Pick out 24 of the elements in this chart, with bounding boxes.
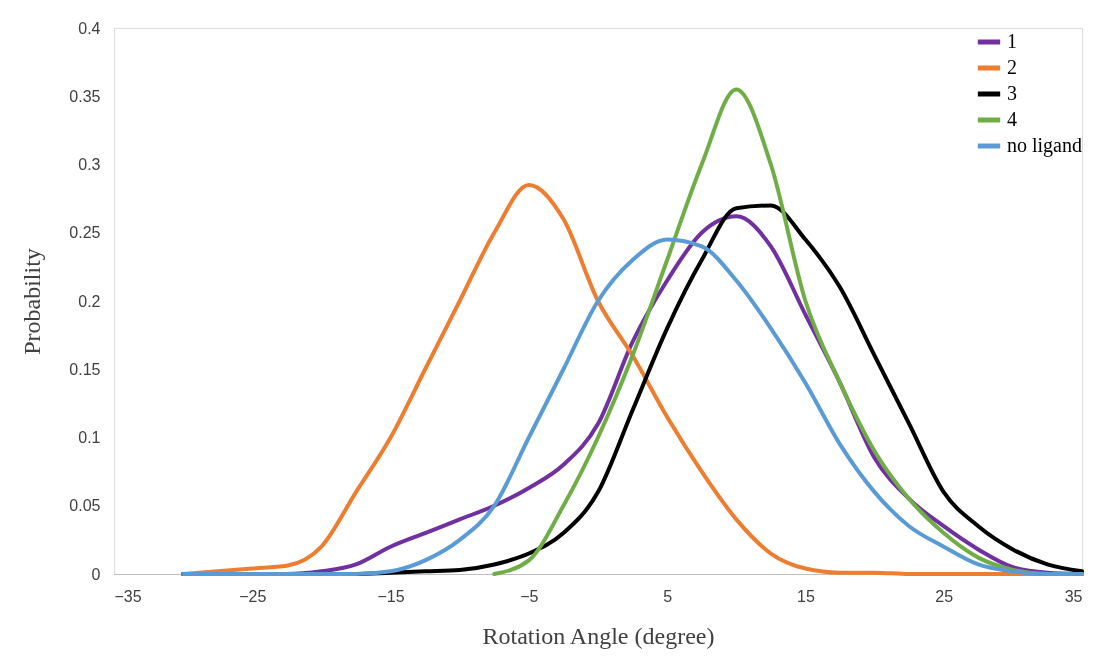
legend-label: 4 (1007, 108, 1017, 130)
legend-label: no ligand (1007, 134, 1082, 157)
x-axis-title: Rotation Angle (degree) (482, 622, 715, 649)
x-tick-label: −35 (114, 587, 142, 605)
x-tick-label: 25 (935, 587, 954, 605)
x-tick-label: 35 (1064, 587, 1083, 605)
y-tick-label: 0.3 (78, 156, 101, 173)
y-tick-label: 0.1 (78, 429, 101, 446)
y-tick-label: 0.4 (78, 19, 101, 37)
y-axis-title: Probability (19, 248, 46, 355)
y-tick-label: 0.35 (69, 87, 101, 105)
y-tick-label: 0 (91, 565, 101, 583)
y-tick-label: 0.2 (78, 292, 101, 310)
x-tick-label: 15 (797, 587, 815, 605)
x-tick-label: 5 (663, 587, 673, 605)
legend-label: 2 (1007, 56, 1017, 78)
y-tick-label: 0.15 (69, 360, 101, 378)
legend-label: 1 (1007, 30, 1017, 52)
legend-label: 3 (1007, 82, 1017, 104)
x-tick-label: −25 (239, 587, 267, 605)
x-tick-label: −15 (377, 587, 405, 605)
y-tick-label: 0.25 (69, 224, 101, 242)
x-tick-label: −5 (520, 587, 539, 605)
y-tick-label: 0.05 (69, 497, 101, 515)
